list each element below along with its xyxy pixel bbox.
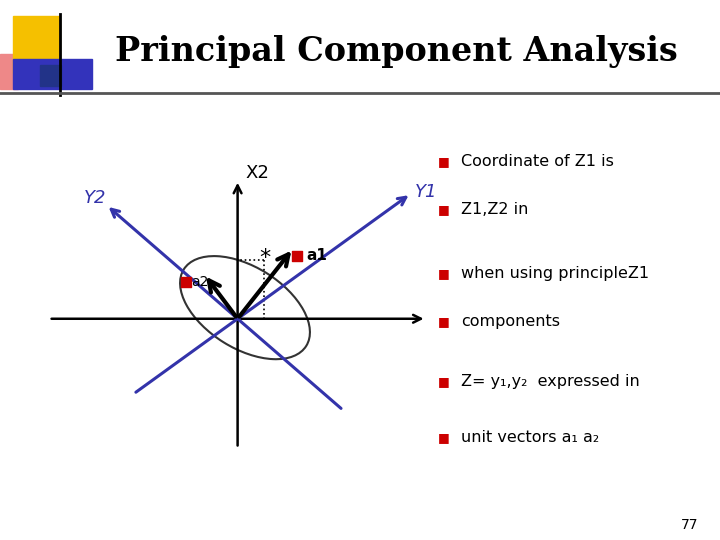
Text: Z= y₁,y₂  expressed in: Z= y₁,y₂ expressed in xyxy=(461,374,639,389)
Text: Z1,Z2 in: Z1,Z2 in xyxy=(461,202,528,217)
Text: Y1: Y1 xyxy=(415,183,437,201)
Text: a1: a1 xyxy=(306,248,327,264)
Text: ■: ■ xyxy=(438,430,449,443)
Text: ■: ■ xyxy=(438,375,449,388)
Text: ■: ■ xyxy=(438,267,449,280)
Text: ■: ■ xyxy=(438,155,449,168)
Text: ■: ■ xyxy=(438,203,449,216)
Text: Y2: Y2 xyxy=(84,190,107,207)
Text: components: components xyxy=(461,314,560,329)
Point xyxy=(291,252,302,260)
Point xyxy=(180,278,192,286)
Text: ■: ■ xyxy=(438,315,449,328)
Text: *: * xyxy=(260,248,271,268)
Text: X2: X2 xyxy=(245,164,269,182)
Text: a2: a2 xyxy=(192,275,209,289)
Text: Principal Component Analysis: Principal Component Analysis xyxy=(115,35,678,68)
Text: 77: 77 xyxy=(681,518,698,532)
Text: Coordinate of Z1 is: Coordinate of Z1 is xyxy=(461,154,613,169)
Text: unit vectors a₁ a₂: unit vectors a₁ a₂ xyxy=(461,430,599,444)
Text: when using principleZ1: when using principleZ1 xyxy=(461,266,649,281)
